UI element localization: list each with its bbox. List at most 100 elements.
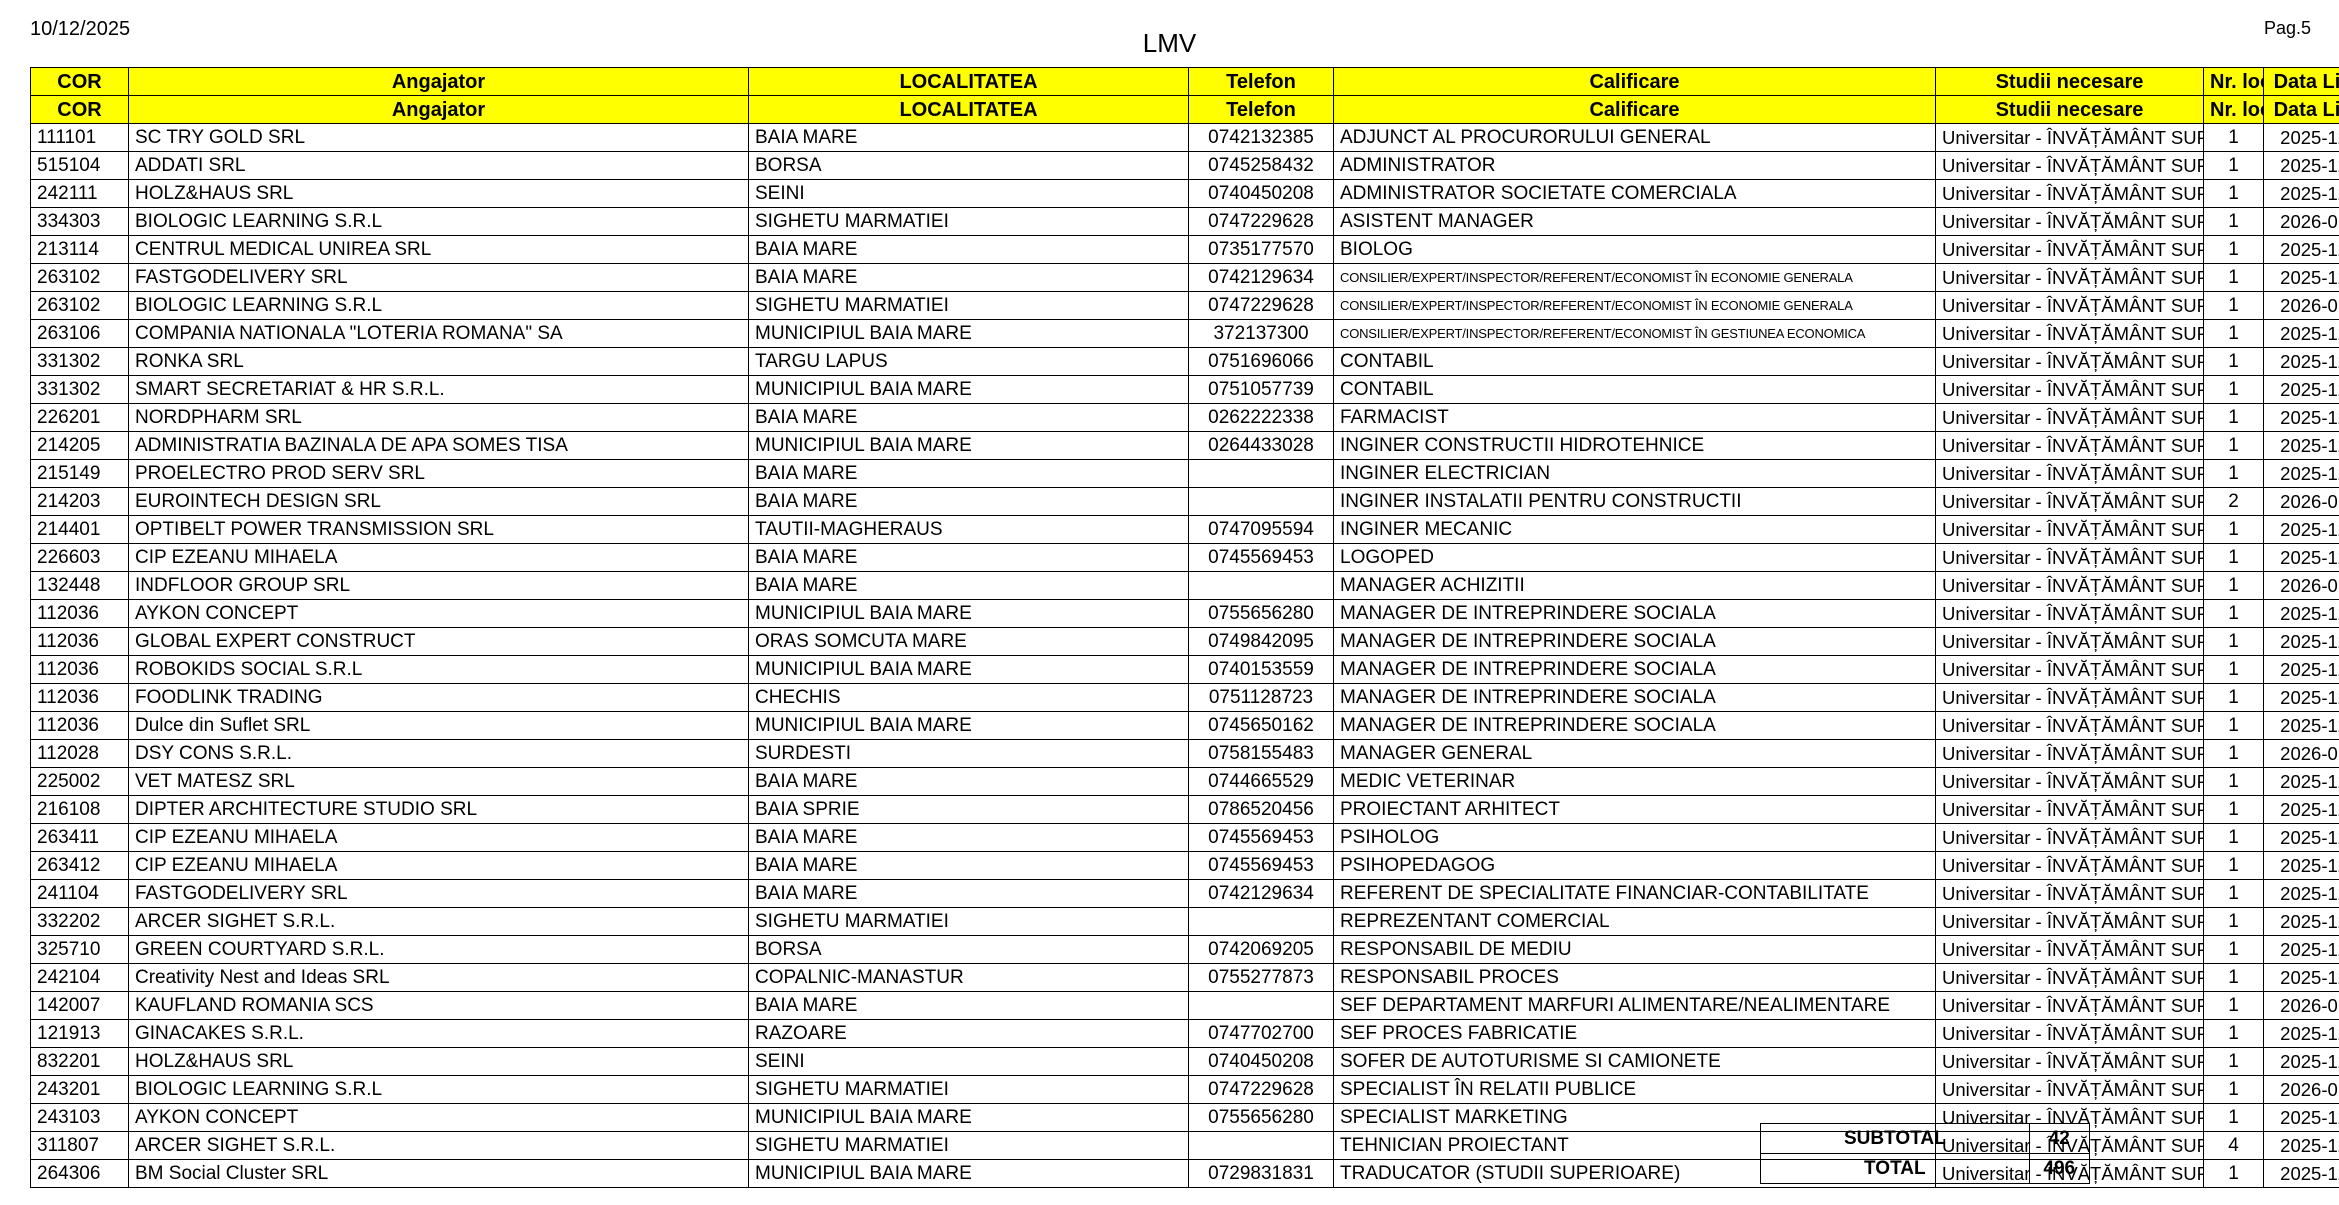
- cell-cor: 264306: [30, 1159, 129, 1188]
- cell-studii: Universitar - ÎNVĂȚĂMÂNT SUPERIOR: [1935, 123, 2204, 152]
- cell-cor: 226201: [30, 403, 129, 432]
- cell-cor: 216108: [30, 795, 129, 824]
- cell-angajator: AYKON CONCEPT: [128, 599, 749, 628]
- cell-telefon: 372137300: [1188, 319, 1334, 348]
- cell-studii: Universitar - ÎNVĂȚĂMÂNT SUPERIOR: [1935, 1075, 2204, 1104]
- cell-studii: Universitar - ÎNVĂȚĂMÂNT SUPERIOR: [1935, 319, 2204, 348]
- cell-angajator: HOLZ&HAUS SRL: [128, 1047, 749, 1076]
- subtotal-label: SUBTOTAL: [1760, 1123, 2030, 1154]
- cell-studii: Universitar - ÎNVĂȚĂMÂNT SUPERIOR: [1935, 823, 2204, 852]
- cell-studii: Universitar - ÎNVĂȚĂMÂNT SUPERIOR: [1935, 207, 2204, 236]
- table-head: COR Angajator LOCALITATEA Telefon Califi…: [30, 67, 2339, 124]
- col-header-nrloc: Nr. loc.: [2203, 67, 2264, 96]
- cell-angajator: EUROINTECH DESIGN SRL: [128, 487, 749, 516]
- cell-studii: Universitar - ÎNVĂȚĂMÂNT SUPERIOR: [1935, 599, 2204, 628]
- table-row: 216108 DIPTER ARCHITECTURE STUDIO SRL BAIA…: [30, 795, 2339, 824]
- cell-nr: 1: [2203, 1019, 2264, 1048]
- cell-telefon: [1188, 907, 1334, 936]
- cell-telefon: 0262222338: [1188, 403, 1334, 432]
- table-row: 331302 SMART SECRETARIAT & HR S.R.L. MUNIC…: [30, 375, 2339, 404]
- col-header-datalimita: Data Limită: [2263, 67, 2339, 96]
- cell-cor: 325710: [30, 935, 129, 964]
- table-row: 112036 Dulce din Suflet SRL MUNICIPIUL BAI…: [30, 711, 2339, 740]
- cell-cor: 214401: [30, 515, 129, 544]
- cell-nr: 1: [2203, 907, 2264, 936]
- summary-table-container: SUBTOTAL 42 TOTAL 496: [1760, 1123, 2150, 1184]
- cell-cor: 242104: [30, 963, 129, 992]
- cell-calificare: PROIECTANT ARHITECT: [1333, 795, 1936, 824]
- cell-studii: Universitar - ÎNVĂȚĂMÂNT SUPERIOR: [1935, 515, 2204, 544]
- col-subheader-nrloc: Nr. loc.: [2203, 95, 2264, 124]
- cell-calificare: RESPONSABIL PROCES: [1333, 963, 1936, 992]
- cell-nr: 1: [2203, 767, 2264, 796]
- cell-nr: 1: [2203, 739, 2264, 768]
- cell-studii: Universitar - ÎNVĂȚĂMÂNT SUPERIOR: [1935, 459, 2204, 488]
- cell-calificare: ADJUNCT AL PROCURORULUI GENERAL: [1333, 123, 1936, 152]
- cell-data: 2025-12-17: [2263, 403, 2339, 432]
- cell-telefon: 0786520456: [1188, 795, 1334, 824]
- cell-nr: 1: [2203, 347, 2264, 376]
- cell-data: 2025-12-29: [2263, 1047, 2339, 1076]
- cell-localitatea: BAIA MARE: [748, 571, 1189, 600]
- cell-telefon: 0755656280: [1188, 1103, 1334, 1132]
- cell-localitatea: BAIA MARE: [748, 543, 1189, 572]
- cell-calificare: CONSILIER/EXPERT/INSPECTOR/REFERENT/ECON…: [1333, 263, 1936, 292]
- cell-angajator: BIOLOGIC LEARNING S.R.L: [128, 207, 749, 236]
- cell-cor: 515104: [30, 151, 129, 180]
- cell-localitatea: MUNICIPIUL BAIA MARE: [748, 655, 1189, 684]
- cell-telefon: 0755656280: [1188, 599, 1334, 628]
- cell-calificare: BIOLOG: [1333, 235, 1936, 264]
- cell-data: 2025-12-14: [2263, 515, 2339, 544]
- cell-studii: Universitar - ÎNVĂȚĂMÂNT SUPERIOR: [1935, 879, 2204, 908]
- cell-cor: 243201: [30, 1075, 129, 1104]
- table-row: 215149 PROELECTRO PROD SERV SRL BAIA MARE I…: [30, 459, 2339, 488]
- cell-calificare: SPECIALIST ÎN RELATII PUBLICE: [1333, 1075, 1936, 1104]
- cell-angajator: ROBOKIDS SOCIAL S.R.L: [128, 655, 749, 684]
- cell-calificare: MANAGER DE INTREPRINDERE SOCIALA: [1333, 627, 1936, 656]
- cell-studii: Universitar - ÎNVĂȚĂMÂNT SUPERIOR: [1935, 487, 2204, 516]
- cell-calificare: CONSILIER/EXPERT/INSPECTOR/REFERENT/ECON…: [1333, 319, 1936, 348]
- cell-studii: Universitar - ÎNVĂȚĂMÂNT SUPERIOR: [1935, 963, 2204, 992]
- cell-nr: 1: [2203, 1075, 2264, 1104]
- cell-angajator: ADMINISTRATIA BAZINALA DE APA SOMES TISA: [128, 431, 749, 460]
- cell-data: 2026-01-06: [2263, 291, 2339, 320]
- cell-calificare: INGINER CONSTRUCTII HIDROTEHNICE: [1333, 431, 1936, 460]
- subtotal-spacer: [2089, 1124, 2149, 1154]
- cell-cor: 263411: [30, 823, 129, 852]
- table-row: 242104 Creativity Nest and Ideas SRL COPAL…: [30, 963, 2339, 992]
- cell-nr: 1: [2203, 795, 2264, 824]
- cell-cor: 215149: [30, 459, 129, 488]
- page-number: Pag.5: [2263, 18, 2311, 38]
- cell-nr: 1: [2203, 543, 2264, 572]
- cell-angajator: Dulce din Suflet SRL: [128, 711, 749, 740]
- table-row: 242111 HOLZ&HAUS SRL SEINI 0740450208 ADMINI…: [30, 179, 2339, 208]
- col-header-localitatea: LOCALITATEA: [748, 67, 1189, 96]
- table-row: 264306 BM Social Cluster SRL MUNICIPIUL BA…: [30, 1159, 2339, 1188]
- cell-angajator: BIOLOGIC LEARNING S.R.L: [128, 291, 749, 320]
- cell-angajator: KAUFLAND ROMANIA SCS: [128, 991, 749, 1020]
- summary-table: SUBTOTAL 42 TOTAL 496: [1760, 1123, 2150, 1184]
- cell-calificare: ADMINISTRATOR: [1333, 151, 1936, 180]
- cell-localitatea: COPALNIC-MANASTUR: [748, 963, 1189, 992]
- cell-localitatea: BAIA SPRIE: [748, 795, 1189, 824]
- cell-studii: Universitar - ÎNVĂȚĂMÂNT SUPERIOR: [1935, 431, 2204, 460]
- col-subheader-cor: COR: [30, 95, 129, 124]
- cell-calificare: MEDIC VETERINAR: [1333, 767, 1936, 796]
- cell-localitatea: MUNICIPIUL BAIA MARE: [748, 319, 1189, 348]
- cell-nr: 1: [2203, 515, 2264, 544]
- cell-cor: 121913: [30, 1019, 129, 1048]
- cell-localitatea: ORAS SOMCUTA MARE: [748, 627, 1189, 656]
- jobs-table-container: COR Angajator LOCALITATEA Telefon Califi…: [30, 67, 2339, 1188]
- cell-data: 2025-12-31: [2263, 263, 2339, 292]
- cell-angajator: GREEN COURTYARD S.R.L.: [128, 935, 749, 964]
- cell-localitatea: MUNICIPIUL BAIA MARE: [748, 431, 1189, 460]
- cell-nr: 1: [2203, 851, 2264, 880]
- cell-angajator: FASTGODELIVERY SRL: [128, 263, 749, 292]
- cell-telefon: 0745569453: [1188, 823, 1334, 852]
- cell-telefon: 0742069205: [1188, 935, 1334, 964]
- cell-telefon: [1188, 487, 1334, 516]
- cell-angajator: PROELECTRO PROD SERV SRL: [128, 459, 749, 488]
- cell-angajator: HOLZ&HAUS SRL: [128, 179, 749, 208]
- cell-data: 2025-12-31: [2263, 935, 2339, 964]
